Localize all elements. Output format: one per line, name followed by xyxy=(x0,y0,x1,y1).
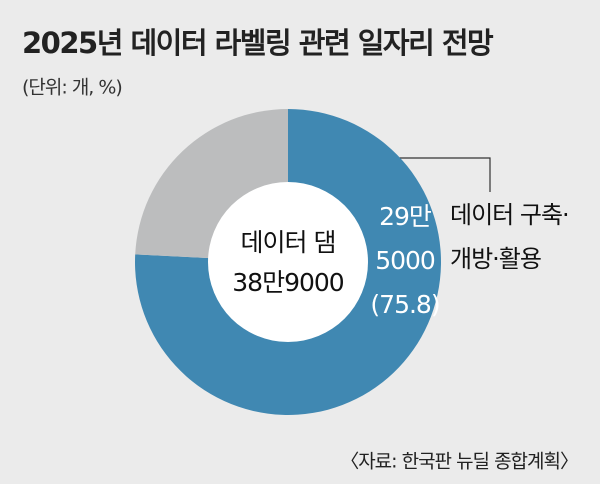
chart-subtitle: (단위: 개, %) xyxy=(22,77,122,99)
leader-line xyxy=(368,157,491,192)
center-label: 데이터 댐 xyxy=(241,228,336,257)
source: 〈자료: 한국판 뉴딜 종합계획〉 xyxy=(340,451,578,473)
annotation: 개방·활용 xyxy=(450,245,541,273)
chart-title: 2025년 데이터 라벨링 관련 일자리 전망 xyxy=(22,26,494,60)
center-label: 38만9000 xyxy=(232,268,344,297)
annotation: 데이터 구축· xyxy=(450,201,569,229)
value-label: 5000 xyxy=(375,246,435,275)
donut-hole xyxy=(208,182,368,342)
value-label: 29만 xyxy=(379,202,432,231)
value-label: (75.8) xyxy=(370,290,439,319)
